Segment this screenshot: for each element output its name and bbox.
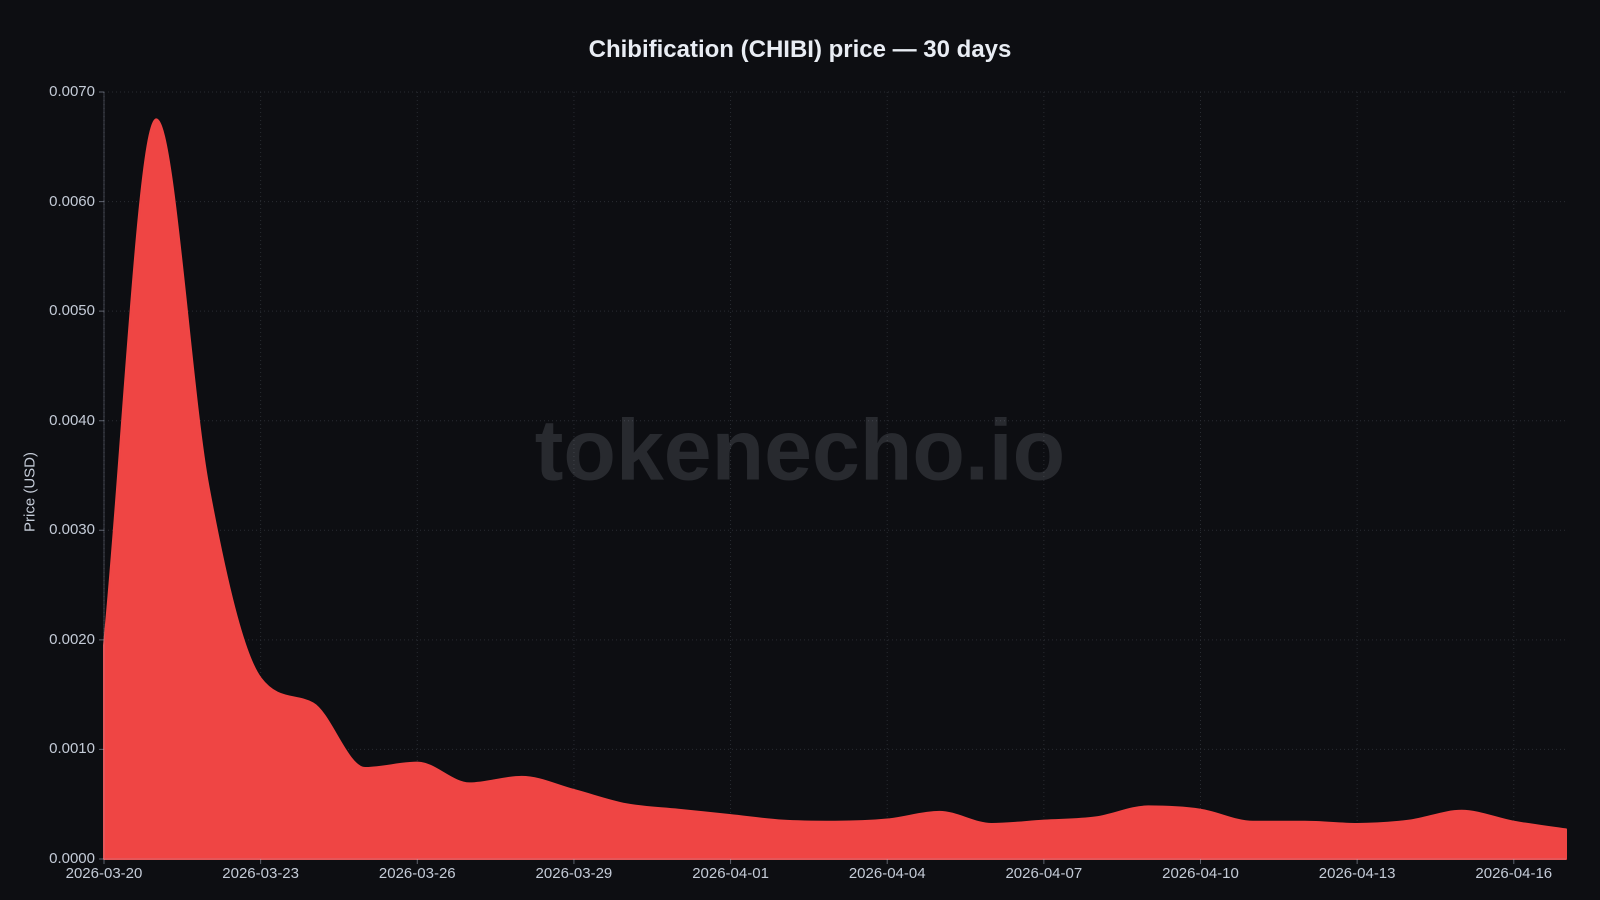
y-tick-label: 0.0040 [49,411,95,429]
x-tick-label: 2026-03-29 [535,865,613,882]
x-tick-label: 2026-03-26 [378,865,456,882]
y-tick-label: 0.0030 [49,521,95,539]
chart-title: Chibification (CHIBI) price — 30 days [588,36,1012,63]
y-tick-label: 0.0020 [49,630,95,648]
x-tick-label: 2026-04-07 [1005,865,1083,882]
y-tick-label: 0.0010 [49,740,95,758]
x-tick-label: 2026-04-16 [1475,865,1553,882]
y-tick-label: 0.0070 [49,83,95,100]
x-tick-label: 2026-04-01 [692,865,769,882]
axis-tick-marks [99,91,1515,864]
x-tick-label: 2026-04-04 [848,865,926,882]
x-tick-label: 2026-03-20 [65,865,143,882]
x-tick-label: 2026-03-23 [222,865,299,882]
y-tick-label: 0.0060 [49,192,95,210]
price-area-series [103,118,1567,860]
x-tick-label: 2026-04-10 [1162,865,1239,882]
y-tick-label: 0.0000 [49,850,95,867]
y-tick-label: 0.0050 [49,302,95,320]
x-tick-label: 2026-04-13 [1318,865,1396,882]
